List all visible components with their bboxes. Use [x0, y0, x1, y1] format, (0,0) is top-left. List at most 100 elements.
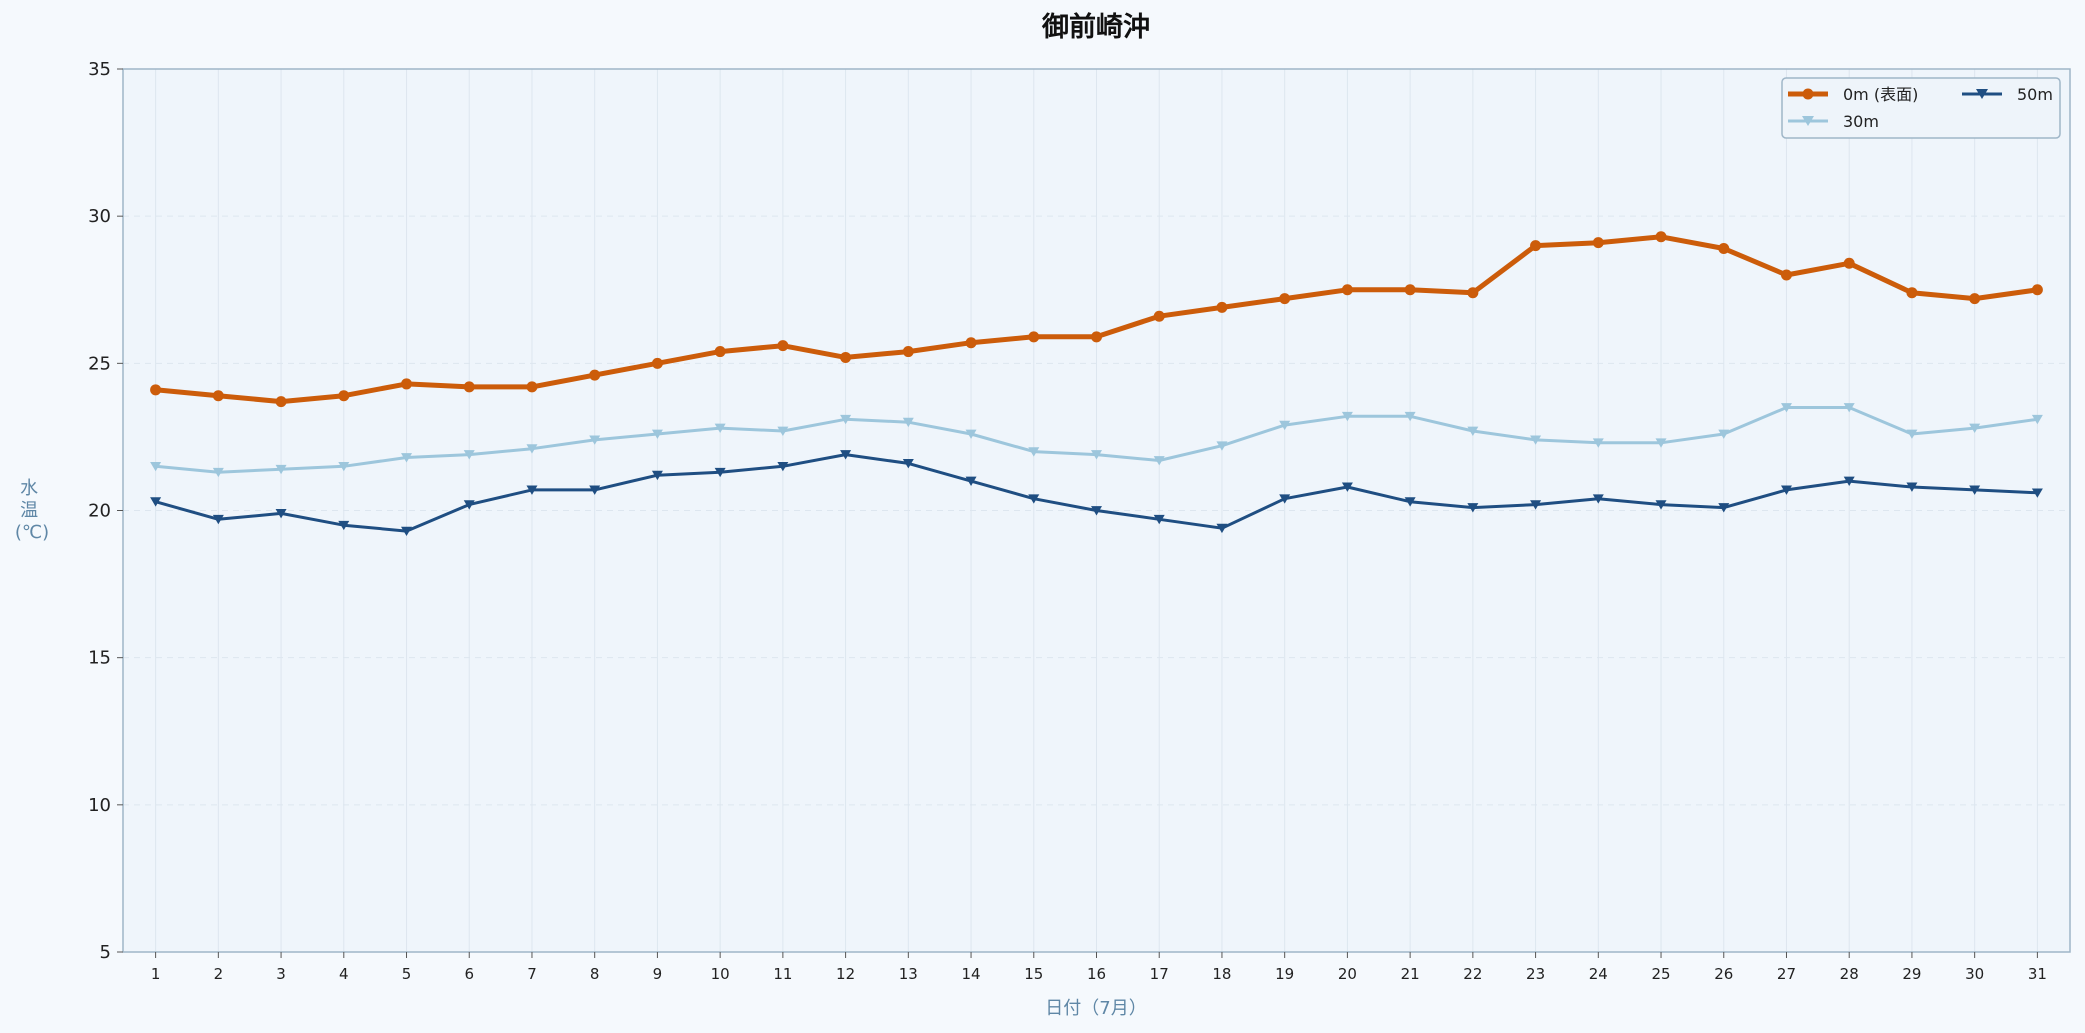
data-point-0m: [1216, 301, 1228, 313]
data-point-50m: [651, 470, 663, 481]
y-tick-label: 35: [88, 59, 111, 80]
data-point-0m: [463, 381, 475, 393]
data-point-30m: [1467, 426, 1479, 436]
data-point-30m: [902, 417, 914, 428]
x-tick-label: 8: [590, 965, 600, 983]
data-point-0m: [589, 369, 601, 381]
x-tick-label: 15: [1024, 965, 1043, 983]
y-tick-label: 30: [88, 206, 111, 227]
legend: 0m (表面) 30m 50m: [1781, 77, 2061, 139]
legend-marker-0m: [1802, 88, 1814, 100]
series-0m: [150, 231, 2043, 408]
x-tick-label: 31: [2028, 965, 2047, 983]
x-tick-label: 9: [653, 965, 663, 983]
data-point-0m: [401, 378, 413, 390]
data-point-30m: [1091, 450, 1102, 460]
data-point-30m: [1279, 420, 1291, 431]
data-point-0m: [275, 396, 287, 408]
data-point-0m: [150, 384, 162, 396]
x-tick-label: 19: [1275, 965, 1294, 983]
data-point-50m: [1718, 503, 1730, 513]
x-axis-label: 日付（7月）: [1045, 998, 1146, 1019]
data-point-0m: [1091, 331, 1102, 343]
x-tick-label: 5: [402, 965, 412, 983]
legend-marker-30m: [1802, 116, 1814, 126]
data-point-0m: [1780, 269, 1792, 281]
data-point-50m: [1341, 482, 1353, 492]
data-point-30m: [1655, 438, 1667, 448]
data-point-50m: [1216, 523, 1228, 534]
x-tick-label: 24: [1589, 965, 1608, 983]
data-point-30m: [1906, 429, 1918, 439]
x-tick-label: 7: [527, 965, 537, 983]
x-tick-label: 11: [773, 965, 792, 983]
data-point-0m: [1718, 243, 1730, 255]
data-point-0m: [714, 346, 726, 358]
x-tick-label: 10: [711, 965, 730, 983]
data-point-0m: [1530, 240, 1542, 252]
x-tick-label: 16: [1087, 965, 1106, 983]
x-tick-label: 2: [214, 965, 224, 983]
data-point-30m: [401, 453, 413, 463]
data-point-30m: [651, 429, 663, 439]
data-point-30m: [1216, 441, 1228, 451]
data-point-0m: [965, 337, 977, 349]
data-point-50m: [1780, 485, 1792, 495]
data-point-0m: [840, 351, 852, 363]
data-point-30m: [965, 429, 977, 439]
y-axis-label-line: (℃): [15, 522, 49, 543]
x-tick-label: 3: [276, 965, 286, 983]
legend-item-30m: 30m: [1788, 112, 1879, 131]
data-point-50m: [401, 526, 413, 537]
data-point-50m: [902, 459, 914, 469]
y-axis-label-line: 温: [20, 500, 38, 521]
data-point-0m: [1906, 287, 1918, 299]
x-tick-label: 22: [1463, 965, 1482, 983]
x-tick-label: 25: [1651, 965, 1670, 983]
x-tick-label: 12: [836, 965, 855, 983]
data-point-30m: [714, 423, 726, 434]
x-tick-label: 14: [962, 965, 981, 983]
data-point-30m: [1592, 438, 1604, 448]
data-point-50m: [1028, 494, 1040, 504]
x-tick-label: 1: [151, 965, 161, 983]
data-point-50m: [714, 467, 726, 478]
data-point-50m: [840, 450, 852, 460]
data-point-50m: [1404, 497, 1416, 507]
x-tick-label: 26: [1714, 965, 1733, 983]
y-axis-ticks: 5 10 15 20 25 30 35: [88, 59, 123, 963]
y-axis-label: 水 温 (℃): [15, 478, 49, 543]
x-tick-label: 20: [1338, 965, 1357, 983]
data-point-0m: [1153, 310, 1165, 322]
data-point-30m: [1780, 403, 1792, 413]
data-point-30m: [150, 461, 162, 472]
x-tick-label: 17: [1150, 965, 1169, 983]
data-point-0m: [1028, 331, 1040, 343]
legend-label-0m: 0m (表面): [1843, 85, 1918, 104]
data-point-50m: [1530, 500, 1542, 510]
data-point-50m: [1906, 482, 1918, 492]
data-point-30m: [526, 444, 538, 454]
legend-label-30m: 30m: [1843, 112, 1879, 131]
series-50m: [150, 450, 2043, 537]
data-point-0m: [902, 346, 914, 358]
data-point-30m: [338, 461, 350, 472]
data-point-50m: [1467, 503, 1479, 513]
data-point-30m: [2031, 414, 2043, 425]
data-point-50m: [1843, 476, 1855, 487]
y-tick-label: 5: [100, 942, 111, 963]
x-tick-label: 23: [1526, 965, 1545, 983]
data-point-50m: [2031, 488, 2043, 498]
data-point-0m: [1467, 287, 1479, 299]
data-point-50m: [1091, 506, 1102, 516]
data-point-50m: [212, 514, 224, 525]
series-layer: [150, 231, 2043, 537]
legend-item-50m: 50m: [1962, 85, 2053, 104]
data-point-30m: [1404, 411, 1416, 422]
data-point-0m: [1592, 237, 1604, 249]
x-tick-label: 6: [464, 965, 474, 983]
legend-label-50m: 50m: [2017, 85, 2053, 104]
data-point-50m: [1969, 485, 1981, 495]
data-point-50m: [338, 520, 350, 531]
